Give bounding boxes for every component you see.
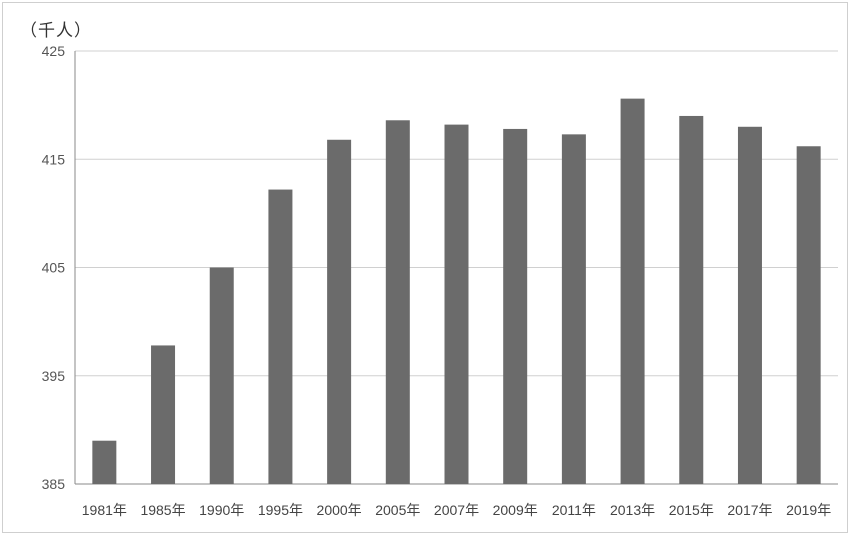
bar <box>503 128 528 484</box>
bar <box>679 115 704 484</box>
x-tick-label: 2013年 <box>610 502 655 518</box>
bar <box>444 124 469 485</box>
y-tick-label: 415 <box>42 151 66 167</box>
x-tick-label: 2011年 <box>552 502 596 518</box>
x-tick-label: 2015年 <box>669 502 714 518</box>
x-tick-label: 2009年 <box>493 502 538 518</box>
y-unit-label: （千人） <box>20 21 92 41</box>
y-tick-label: 405 <box>42 260 66 276</box>
x-tick-label: 1995年 <box>258 502 303 518</box>
x-tick-label: 2017年 <box>727 502 772 518</box>
x-tick-label: 2000年 <box>317 502 362 518</box>
x-tick-label: 1985年 <box>140 502 185 518</box>
bar <box>796 146 821 484</box>
bar <box>92 440 117 484</box>
bar <box>620 98 645 484</box>
bar <box>385 120 410 484</box>
x-tick-label: 2005年 <box>375 502 420 518</box>
bar <box>737 126 762 485</box>
bar <box>561 134 586 485</box>
y-tick-label: 385 <box>42 476 66 492</box>
bar <box>209 267 234 484</box>
x-tick-label: 2019年 <box>786 502 831 518</box>
y-tick-label: 395 <box>42 368 66 384</box>
bar <box>327 139 352 484</box>
x-tick-label: 1990年 <box>199 502 244 518</box>
bar <box>151 345 176 484</box>
x-tick-label: 1981年 <box>82 502 127 518</box>
bar <box>268 189 293 484</box>
x-tick-label: 2007年 <box>434 502 479 518</box>
y-tick-label: 425 <box>42 43 66 59</box>
